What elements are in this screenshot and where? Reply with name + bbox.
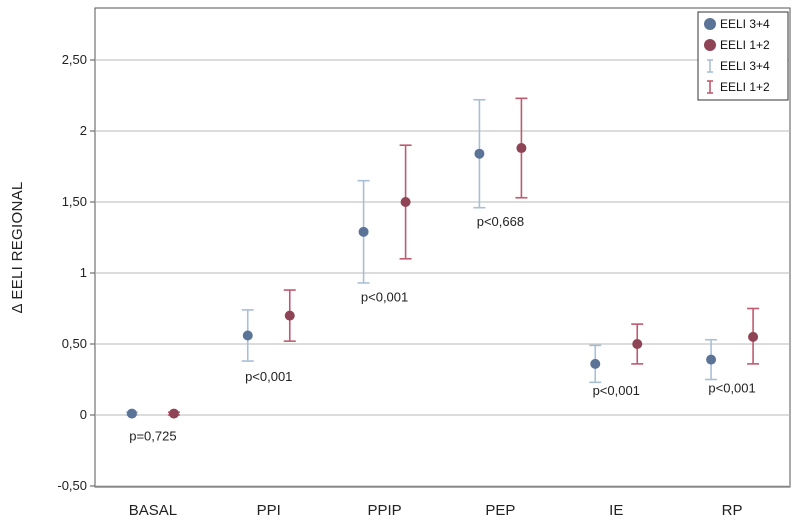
x-tick-label: IE — [609, 502, 623, 519]
p-value-annotation: p<0,001 — [708, 380, 755, 395]
legend-label: EELI 1+2 — [720, 80, 770, 94]
legend-point-marker — [704, 39, 716, 51]
p-value-annotation: p<0,001 — [593, 383, 640, 398]
y-tick-label: 2,50 — [62, 52, 87, 67]
y-tick-label: 0,50 — [62, 336, 87, 351]
y-tick-label: 0 — [80, 407, 87, 422]
x-tick-label: PPI — [257, 502, 281, 519]
legend: EELI 3+4 EELI 1+2 EELI 3+4 EELI 1+2 — [697, 11, 789, 101]
y-tick-label: -0,50 — [57, 478, 87, 493]
legend-label: EELI 1+2 — [720, 38, 770, 52]
data-point-1 — [632, 339, 643, 349]
y-tick-label: 1 — [80, 265, 87, 280]
data-point-0 — [358, 226, 369, 237]
data-point-0 — [474, 148, 485, 159]
p-value-annotation: p<0,001 — [245, 369, 292, 384]
x-tick-label: RP — [722, 502, 743, 519]
y-tick-label: 2 — [80, 123, 87, 138]
data-point-1 — [168, 408, 179, 419]
data-point-0 — [706, 354, 717, 365]
x-tick-label: PPIP — [367, 502, 401, 519]
data-point-1 — [400, 197, 411, 207]
legend-point-marker — [704, 18, 716, 30]
data-point-0 — [126, 408, 137, 419]
p-value-annotation: p=0,725 — [129, 429, 176, 444]
p-value-annotation: p<0,668 — [477, 214, 524, 229]
y-axis-label: Δ EELI REGIONAL — [9, 181, 26, 313]
y-tick-label: 1,50 — [62, 194, 87, 209]
data-point-0 — [590, 358, 601, 369]
plot-frame — [94, 7, 791, 488]
x-tick-label: PEP — [485, 502, 515, 519]
data-point-0 — [242, 330, 253, 341]
legend-label: EELI 3+4 — [720, 17, 770, 31]
legend-label: EELI 3+4 — [720, 59, 770, 73]
x-tick-label: BASAL — [129, 502, 177, 519]
data-point-1 — [516, 143, 527, 154]
data-point-1 — [284, 310, 295, 321]
data-point-1 — [748, 331, 759, 342]
p-value-annotation: p<0,001 — [361, 289, 408, 304]
